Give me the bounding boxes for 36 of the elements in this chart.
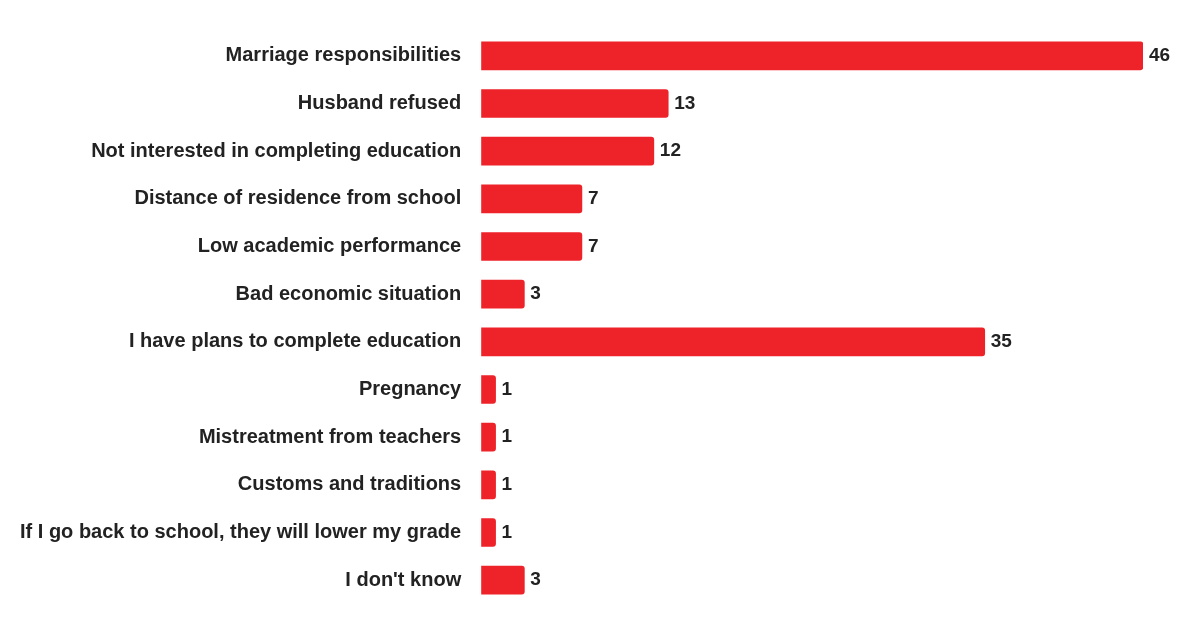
data-label: 35 [990,330,1013,352]
y-tick-label: Not interested in completing education [91,138,462,161]
y-tick-label: Mistreatment from teachers [198,424,462,447]
data-label: 12 [659,139,681,161]
data-label: 46 [1149,44,1171,66]
bar [481,470,496,500]
data-label: 7 [587,187,599,209]
data-label: 1 [501,473,513,495]
bar [481,136,655,166]
y-tick-label: If I go back to school, they will lower my grade [20,520,462,543]
data-label: 3 [530,568,541,590]
bar [481,518,496,547]
y-tick-label: Low academic performance [197,234,462,257]
bar [481,375,496,404]
data-label: 1 [501,520,513,542]
y-tick-label: Marriage responsibilities [225,43,462,66]
data-label: 1 [501,425,513,447]
data-label: 3 [530,282,541,304]
data-label: 1 [501,377,513,399]
bar [481,422,496,452]
y-tick-label: Distance of residence from school [134,186,462,209]
bar [481,279,525,309]
data-label: 7 [587,234,599,256]
bar [481,232,583,261]
y-tick-label: Customs and traditions [237,472,462,495]
y-tick-label: Husband refused [297,91,462,114]
y-tick-label: I don't know [345,567,462,590]
y-tick-label: Bad economic situation [235,281,462,304]
bar [481,89,669,118]
data-label: 13 [674,91,696,113]
bar [481,565,525,595]
bar [481,184,583,214]
y-tick-label: Pregnancy [358,377,463,400]
y-tick-label: I have plans to complete education [128,329,462,352]
bar [481,327,986,357]
bar [481,41,1143,71]
